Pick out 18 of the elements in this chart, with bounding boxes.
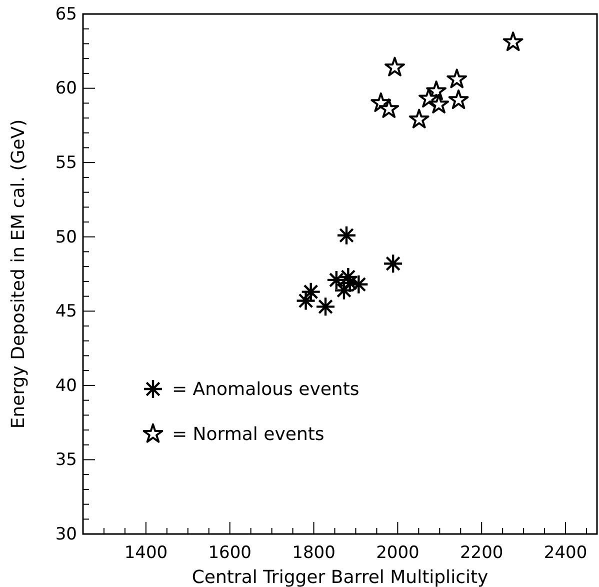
y-tick-label: 60 xyxy=(55,78,77,99)
x-tick-label: 1800 xyxy=(292,543,336,564)
y-tick-label: 50 xyxy=(55,227,77,248)
y-tick-label: 65 xyxy=(55,4,77,24)
y-tick-label: 45 xyxy=(55,302,77,322)
x-axis-title: Central Trigger Barrel Multiplicity xyxy=(192,567,489,587)
y-tick-label: 55 xyxy=(55,153,77,174)
y-tick-label: 35 xyxy=(55,450,77,470)
legend-label: = Normal events xyxy=(172,424,324,444)
y-tick-label: 30 xyxy=(55,524,77,544)
x-tick-label: 1400 xyxy=(124,543,168,564)
x-tick-label: 1600 xyxy=(208,543,252,564)
y-axis-title: Energy Deposited in EM cal. (GeV) xyxy=(8,119,29,429)
x-tick-label: 2400 xyxy=(544,543,588,564)
y-tick-label: 40 xyxy=(55,376,77,396)
legend-label: = Anomalous events xyxy=(172,378,360,400)
x-tick-label: 2200 xyxy=(460,543,504,564)
x-tick-label: 2000 xyxy=(376,543,420,564)
